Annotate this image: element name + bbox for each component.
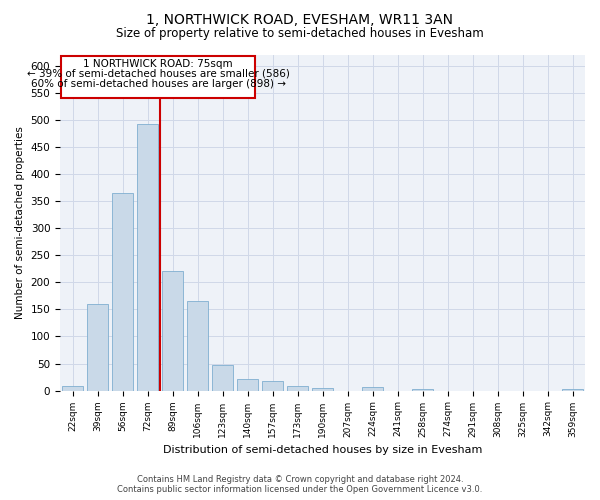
- FancyBboxPatch shape: [61, 56, 255, 98]
- X-axis label: Distribution of semi-detached houses by size in Evesham: Distribution of semi-detached houses by …: [163, 445, 482, 455]
- Bar: [562, 389, 583, 390]
- Text: 1, NORTHWICK ROAD, EVESHAM, WR11 3AN: 1, NORTHWICK ROAD, EVESHAM, WR11 3AN: [146, 12, 454, 26]
- Text: Contains HM Land Registry data © Crown copyright and database right 2024.
Contai: Contains HM Land Registry data © Crown c…: [118, 474, 482, 494]
- Bar: [112, 193, 133, 390]
- Bar: [312, 388, 333, 390]
- Bar: [212, 364, 233, 390]
- Bar: [87, 304, 108, 390]
- Bar: [162, 272, 183, 390]
- Bar: [412, 389, 433, 390]
- Text: ← 39% of semi-detached houses are smaller (586): ← 39% of semi-detached houses are smalle…: [27, 69, 290, 79]
- Bar: [62, 386, 83, 390]
- Bar: [237, 378, 258, 390]
- Text: 60% of semi-detached houses are larger (898) →: 60% of semi-detached houses are larger (…: [31, 79, 286, 89]
- Bar: [137, 124, 158, 390]
- Bar: [187, 302, 208, 390]
- Bar: [287, 386, 308, 390]
- Bar: [362, 388, 383, 390]
- Y-axis label: Number of semi-detached properties: Number of semi-detached properties: [15, 126, 25, 319]
- Text: 1 NORTHWICK ROAD: 75sqm: 1 NORTHWICK ROAD: 75sqm: [83, 58, 233, 68]
- Text: Size of property relative to semi-detached houses in Evesham: Size of property relative to semi-detach…: [116, 28, 484, 40]
- Bar: [262, 381, 283, 390]
